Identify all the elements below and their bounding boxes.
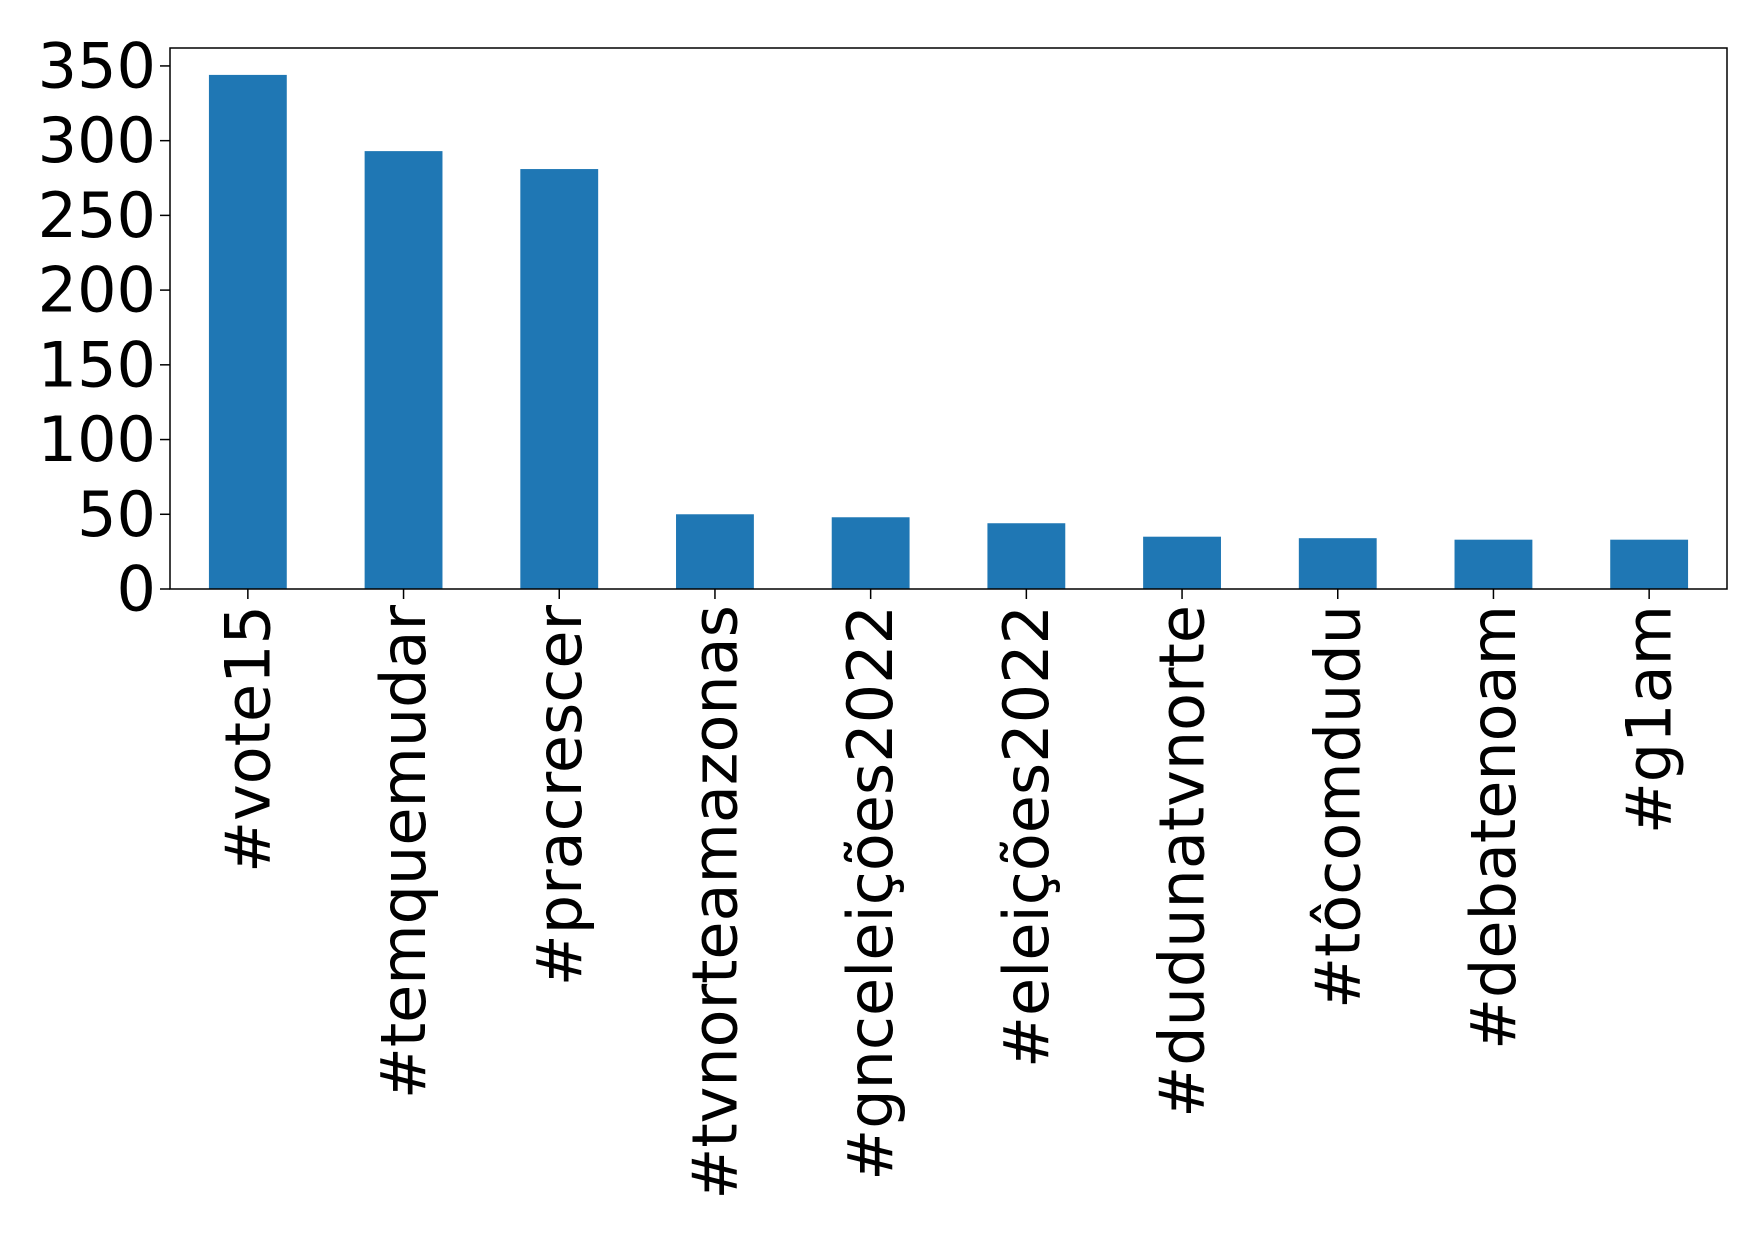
bar-temquemudar	[364, 151, 443, 590]
x-tick-label: #tvnorteamazonas	[678, 605, 751, 1200]
x-tick-label: #dudunatvnorte	[1146, 605, 1219, 1118]
y-tick-label: 250	[38, 179, 156, 252]
bars-group	[208, 74, 1689, 590]
x-tick-label: #debatenoam	[1457, 605, 1530, 1050]
bar-vote15	[208, 74, 287, 589]
bar-eleies2022	[987, 523, 1066, 589]
x-tick-label: #gnceleições2022	[834, 605, 907, 1181]
y-tick-label: 0	[117, 553, 156, 626]
y-tick-label: 150	[38, 328, 156, 401]
bar-tcomdudu	[1298, 538, 1377, 589]
x-tick-label: #tôcomdudu	[1301, 605, 1374, 1009]
y-tick-label: 300	[38, 104, 156, 177]
y-tick-label: 200	[38, 254, 156, 327]
bar-g1am	[1610, 539, 1689, 589]
x-tick-label: #pracrescer	[523, 605, 596, 987]
x-tick-label: #vote15	[211, 605, 284, 873]
y-tick-label: 100	[38, 403, 156, 476]
y-tick-label: 350	[38, 29, 156, 102]
y-tick-label: 50	[77, 478, 156, 551]
bar-dudunatvnorte	[1143, 536, 1221, 589]
bar-gnceleies2022	[831, 517, 910, 589]
x-tick-label: #eleições2022	[990, 605, 1063, 1068]
bar-tvnorteamazonas	[676, 514, 754, 589]
x-tick-label: #g1am	[1613, 605, 1686, 834]
x-tick-label: #temquemudar	[367, 604, 440, 1099]
bar-pracrescer	[520, 169, 599, 589]
plot-frame	[169, 47, 1728, 590]
x-axis: #vote15 #temquemudar #pracrescer #tvnorteam…	[211, 589, 1686, 1200]
bar-debatenoam	[1454, 539, 1533, 589]
